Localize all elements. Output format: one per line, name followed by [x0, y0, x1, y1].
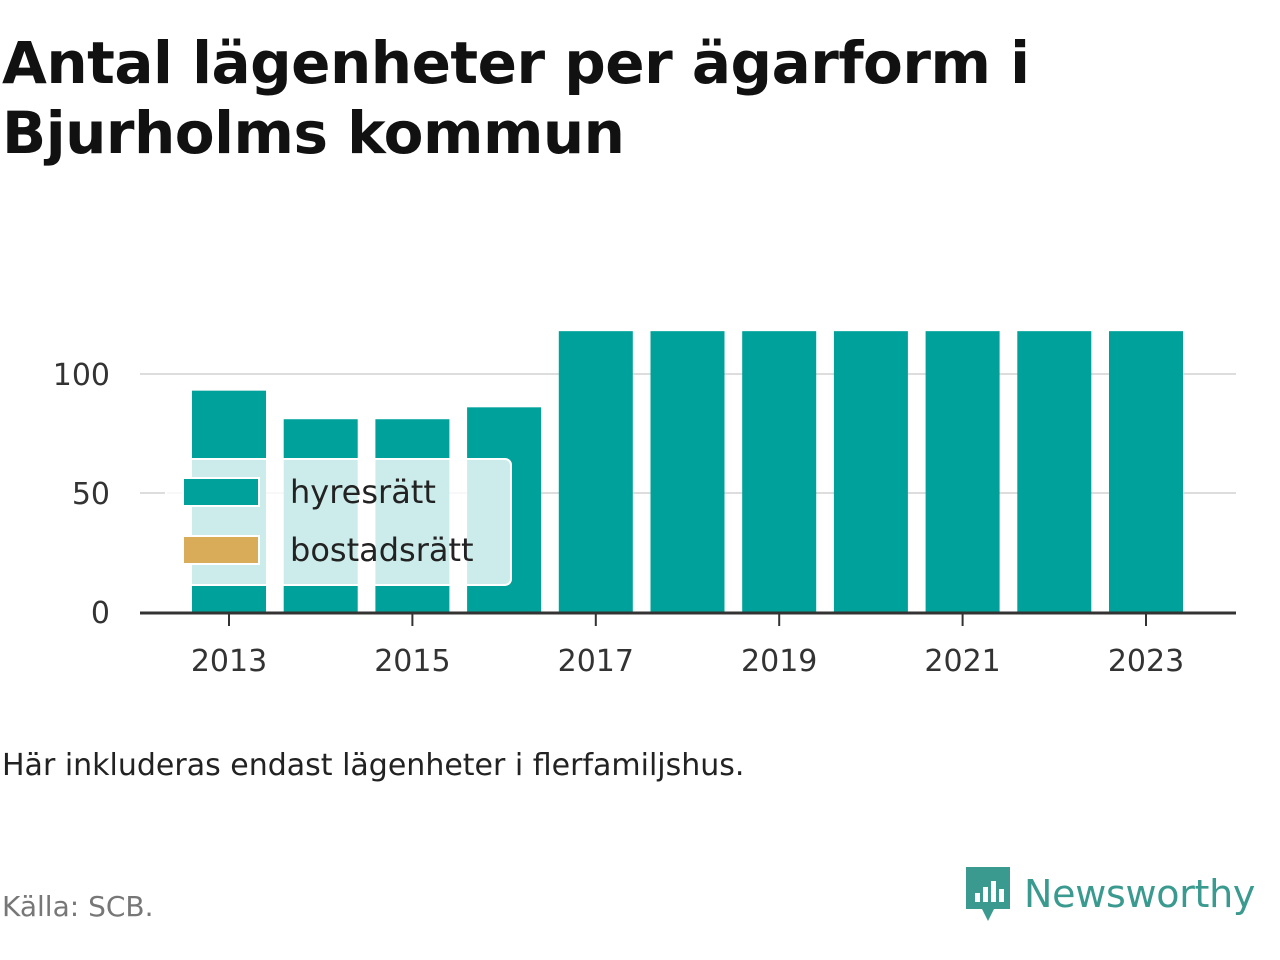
- bar-2019: [742, 331, 817, 612]
- legend-label: hyresrätt: [290, 473, 436, 511]
- bar-2017: [558, 331, 633, 612]
- y-tick-label: 0: [91, 596, 110, 631]
- source-text: Källa: SCB.: [2, 890, 154, 923]
- x-tick-label: 2017: [558, 644, 634, 679]
- bar-chart: 0 50 100 2013 2015 2017 2019 2021 2023 hyresrät…: [53, 331, 1236, 679]
- brand-logo: Newsworthy: [962, 862, 1255, 926]
- x-tick-label: 2015: [374, 644, 450, 679]
- legend-swatch-hyresratt: [182, 477, 260, 507]
- x-tick-label: 2023: [1108, 644, 1184, 679]
- title-line-1: Antal lägenheter per ägarform i: [2, 29, 1030, 97]
- bar-2023: [1109, 331, 1183, 612]
- bar-2018: [650, 331, 725, 612]
- x-tick-label: 2013: [191, 644, 267, 679]
- brand-name: Newsworthy: [1024, 872, 1256, 916]
- bar-2021: [925, 331, 1000, 612]
- y-tick-label: 100: [53, 358, 110, 393]
- legend-label: bostadsrätt: [290, 531, 474, 569]
- chart-title: Antal lägenheter per ägarform i Bjurholm…: [2, 28, 1242, 168]
- bar-2020: [833, 331, 908, 612]
- legend-swatch-bostadsratt: [182, 535, 260, 565]
- newsworthy-logo-icon: [966, 867, 1010, 921]
- footnote: Här inkluderas endast lägenheter i flerf…: [2, 748, 745, 783]
- y-axis-ticks: 0 50 100: [53, 358, 110, 631]
- x-tick-label: 2021: [924, 644, 1000, 679]
- x-axis-ticks: 2013 2015 2017 2019 2021 2023: [191, 614, 1184, 679]
- y-tick-label: 50: [72, 477, 110, 512]
- title-line-2: Bjurholms kommun: [2, 99, 625, 167]
- x-tick-label: 2019: [741, 644, 817, 679]
- bar-2022: [1017, 331, 1092, 612]
- legend: hyresrätt bostadsrätt: [165, 458, 512, 586]
